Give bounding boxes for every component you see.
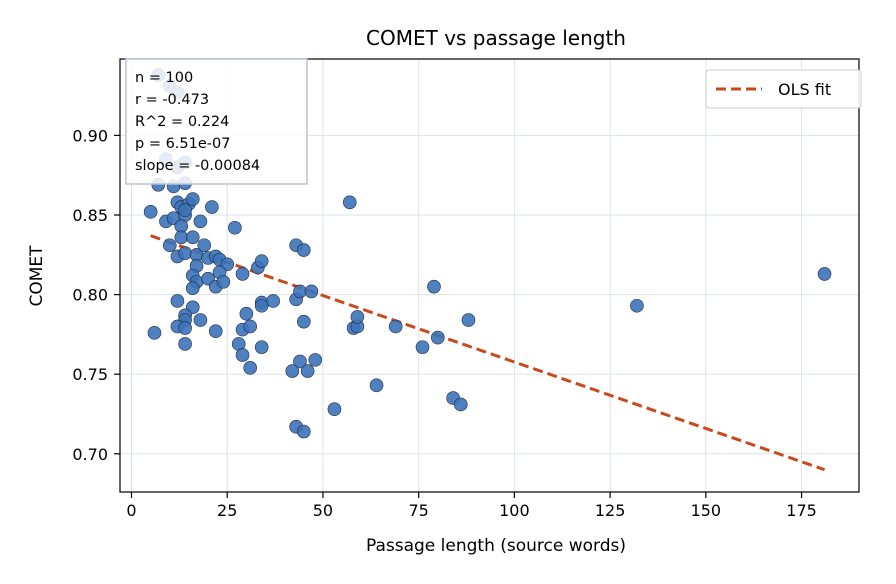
data-point <box>174 230 189 245</box>
data-point <box>197 238 212 253</box>
y-tick-label: 0.85 <box>72 206 108 225</box>
data-point <box>415 340 430 354</box>
data-point <box>296 314 311 329</box>
data-point <box>162 238 177 253</box>
data-point <box>178 337 192 351</box>
stats-line-n: n = 100 <box>135 70 193 86</box>
data-point <box>296 243 311 257</box>
data-point <box>254 340 269 354</box>
fit-line <box>150 234 826 472</box>
data-point <box>185 281 200 296</box>
y-axis-label: COMET <box>27 245 47 307</box>
data-point <box>254 298 269 313</box>
data-point <box>147 326 162 340</box>
data-point <box>254 254 269 268</box>
data-point <box>185 230 200 245</box>
x-tick-label: 0 <box>126 501 136 520</box>
data-point <box>630 298 644 313</box>
data-point <box>350 310 365 324</box>
plot-frame <box>119 58 860 493</box>
chart-title: COMET vs passage length <box>366 26 626 50</box>
x-tick-label: 175 <box>786 501 817 520</box>
data-point <box>285 364 300 378</box>
x-tick-label: 150 <box>691 501 722 520</box>
axis-ticks: 0 25 50 75 100 125 150 175 0.70 0.75 0.80 0.85 0.90 <box>72 126 816 520</box>
legend-fit-label: OLS fit <box>778 80 831 99</box>
data-point <box>388 319 403 334</box>
stats-box: n = 100 r = -0.473 R^2 = 0.224 p = 6.51e… <box>125 58 308 185</box>
ols-fit <box>150 234 826 472</box>
legend-frame <box>705 69 862 109</box>
data-point <box>178 246 192 261</box>
data-point <box>266 294 280 308</box>
stats-line-r: r = -0.473 <box>135 92 209 108</box>
x-axis-label: Passage length (source words) <box>366 536 626 556</box>
data-point <box>235 348 250 362</box>
x-tick-label: 75 <box>408 501 428 520</box>
data-point <box>170 294 185 308</box>
data-point <box>243 319 257 334</box>
data-point <box>293 354 307 369</box>
legend: OLS fit <box>705 69 862 109</box>
data-point <box>205 200 219 214</box>
data-point <box>208 324 223 339</box>
x-tick-label: 25 <box>217 501 237 520</box>
y-tick-label: 0.75 <box>72 365 108 384</box>
data-point <box>243 361 257 375</box>
data-point <box>461 313 476 327</box>
data-point <box>216 275 231 289</box>
grid <box>120 59 859 492</box>
stats-box-frame <box>125 58 308 185</box>
data-point <box>342 195 357 210</box>
data-point <box>193 313 208 327</box>
data-point <box>185 192 200 206</box>
data-point <box>293 284 307 299</box>
data-point <box>239 306 254 321</box>
data-point <box>327 402 342 417</box>
data-point <box>300 364 315 378</box>
stats-line-slope: slope = -0.00084 <box>135 158 260 174</box>
data-point <box>296 424 311 439</box>
data-point <box>193 214 208 229</box>
y-tick-label: 0.80 <box>72 286 108 305</box>
data-point <box>304 284 319 299</box>
x-tick-label: 50 <box>313 501 333 520</box>
data-point <box>817 267 832 281</box>
data-point <box>235 267 250 281</box>
x-tick-label: 125 <box>595 501 626 520</box>
data-point <box>228 220 242 235</box>
data-point <box>369 378 384 393</box>
data-point <box>453 397 468 412</box>
y-tick-label: 0.90 <box>72 126 108 145</box>
data-point <box>308 353 323 367</box>
stats-line-r2: R^2 = 0.224 <box>135 114 229 130</box>
x-tick-label: 100 <box>499 501 530 520</box>
y-tick-label: 0.70 <box>72 445 108 464</box>
data-point <box>143 205 158 219</box>
data-point <box>431 330 445 345</box>
data-point <box>178 203 192 218</box>
data-point <box>427 279 441 294</box>
stats-line-p: p = 6.51e-07 <box>135 136 230 152</box>
data-point <box>178 321 192 335</box>
